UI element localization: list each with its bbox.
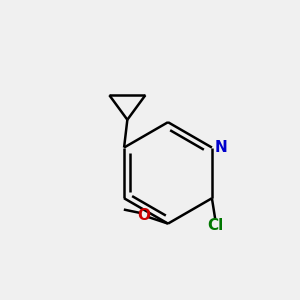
Text: O: O [137,208,150,223]
Text: Cl: Cl [207,218,223,233]
Text: N: N [215,140,227,155]
